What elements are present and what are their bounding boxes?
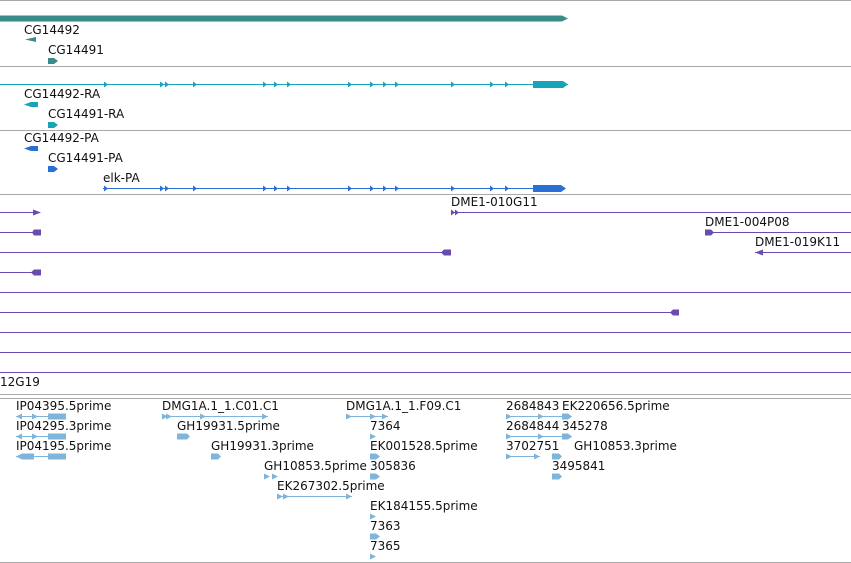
est-label[interactable]: DMG1A.1_1.C01.C1 — [162, 399, 279, 413]
est-label[interactable]: 3495841 — [552, 459, 606, 473]
est-feature[interactable] — [552, 453, 562, 460]
clone-end — [441, 249, 451, 256]
est-feature[interactable] — [16, 453, 66, 460]
cds-arrows — [104, 185, 509, 192]
est-feature[interactable] — [370, 433, 376, 440]
est-label[interactable]: GH10853.3prime — [574, 439, 677, 453]
cds-exon[interactable] — [533, 185, 561, 192]
est-label[interactable]: DMG1A.1_1.F09.C1 — [346, 399, 462, 413]
mrna-utr[interactable] — [563, 81, 568, 88]
gene-track — [0, 15, 568, 64]
mrna-feature[interactable] — [24, 102, 38, 107]
transcript-label[interactable]: CG14492-RA — [24, 87, 101, 101]
cds-feature[interactable] — [24, 146, 38, 151]
mrna-arrows — [104, 81, 509, 88]
cds-exon[interactable] — [561, 185, 566, 192]
clone-label[interactable]: DME1-019K11 — [755, 235, 841, 249]
clone-end — [670, 309, 679, 316]
est-feature[interactable] — [177, 433, 190, 440]
clone-end — [451, 209, 459, 216]
est-feature[interactable] — [370, 533, 380, 540]
est-label[interactable]: 7364 — [370, 419, 401, 433]
est-label[interactable]: IP04395.5prime — [16, 399, 112, 413]
est-label[interactable]: 2684844 — [506, 419, 560, 433]
est-label[interactable]: 7363 — [370, 519, 401, 533]
mrna-utr[interactable] — [533, 81, 563, 88]
gene-feature[interactable] — [48, 58, 58, 64]
est-feature[interactable] — [506, 433, 572, 440]
est-label[interactable]: IP04195.5prime — [16, 439, 112, 453]
clone-track — [0, 209, 851, 373]
est-feature[interactable] — [370, 553, 376, 560]
transcript-label[interactable]: CG14491-RA — [48, 107, 125, 121]
clone-end — [32, 229, 41, 236]
est-label[interactable]: 2684843 — [506, 399, 560, 413]
clone-label[interactable]: DME1-010G11 — [451, 195, 538, 209]
est-feature[interactable] — [506, 413, 572, 420]
est-feature[interactable] — [16, 433, 66, 440]
clone-label[interactable]: 12G19 — [0, 375, 40, 389]
est-track — [16, 413, 572, 560]
est-feature[interactable] — [370, 473, 380, 480]
est-feature[interactable] — [211, 453, 221, 460]
est-label[interactable]: GH19931.5prime — [177, 419, 280, 433]
est-label[interactable]: 3702751 — [506, 439, 560, 453]
est-label[interactable]: EK184155.5prime — [370, 499, 478, 513]
cds-feature[interactable] — [48, 166, 58, 172]
clone-end — [755, 249, 763, 256]
est-label[interactable]: EK220656.5prime — [562, 399, 670, 413]
est-feature[interactable] — [264, 473, 278, 480]
gene-label[interactable]: CG14491 — [48, 43, 104, 57]
mrna-track — [0, 81, 568, 128]
est-label[interactable]: 305836 — [370, 459, 416, 473]
est-label[interactable]: EK267302.5prime — [277, 479, 385, 493]
est-label[interactable]: 345278 — [562, 419, 608, 433]
mrna-feature[interactable] — [48, 122, 58, 128]
cds-track — [24, 146, 566, 192]
protein-label[interactable]: elk-PA — [103, 171, 140, 185]
gene-label[interactable]: CG14492 — [24, 23, 80, 37]
est-label[interactable]: GH10853.5prime — [264, 459, 367, 473]
est-feature[interactable] — [370, 513, 376, 520]
clone-end — [33, 209, 41, 216]
est-feature[interactable] — [552, 473, 562, 480]
gene-feature[interactable] — [0, 15, 568, 22]
protein-label[interactable]: CG14492-PA — [24, 131, 99, 145]
est-label[interactable]: EK001528.5prime — [370, 439, 478, 453]
est-label[interactable]: GH19931.3prime — [211, 439, 314, 453]
est-label[interactable]: IP04295.3prime — [16, 419, 112, 433]
clone-end — [31, 269, 41, 276]
gene-feature[interactable] — [25, 37, 36, 42]
est-label[interactable]: 7365 — [370, 539, 401, 553]
est-feature[interactable] — [16, 413, 66, 420]
est-feature[interactable] — [370, 453, 380, 460]
clone-label[interactable]: DME1-004P08 — [705, 215, 790, 229]
clone-end — [705, 229, 714, 236]
protein-label[interactable]: CG14491-PA — [48, 151, 123, 165]
